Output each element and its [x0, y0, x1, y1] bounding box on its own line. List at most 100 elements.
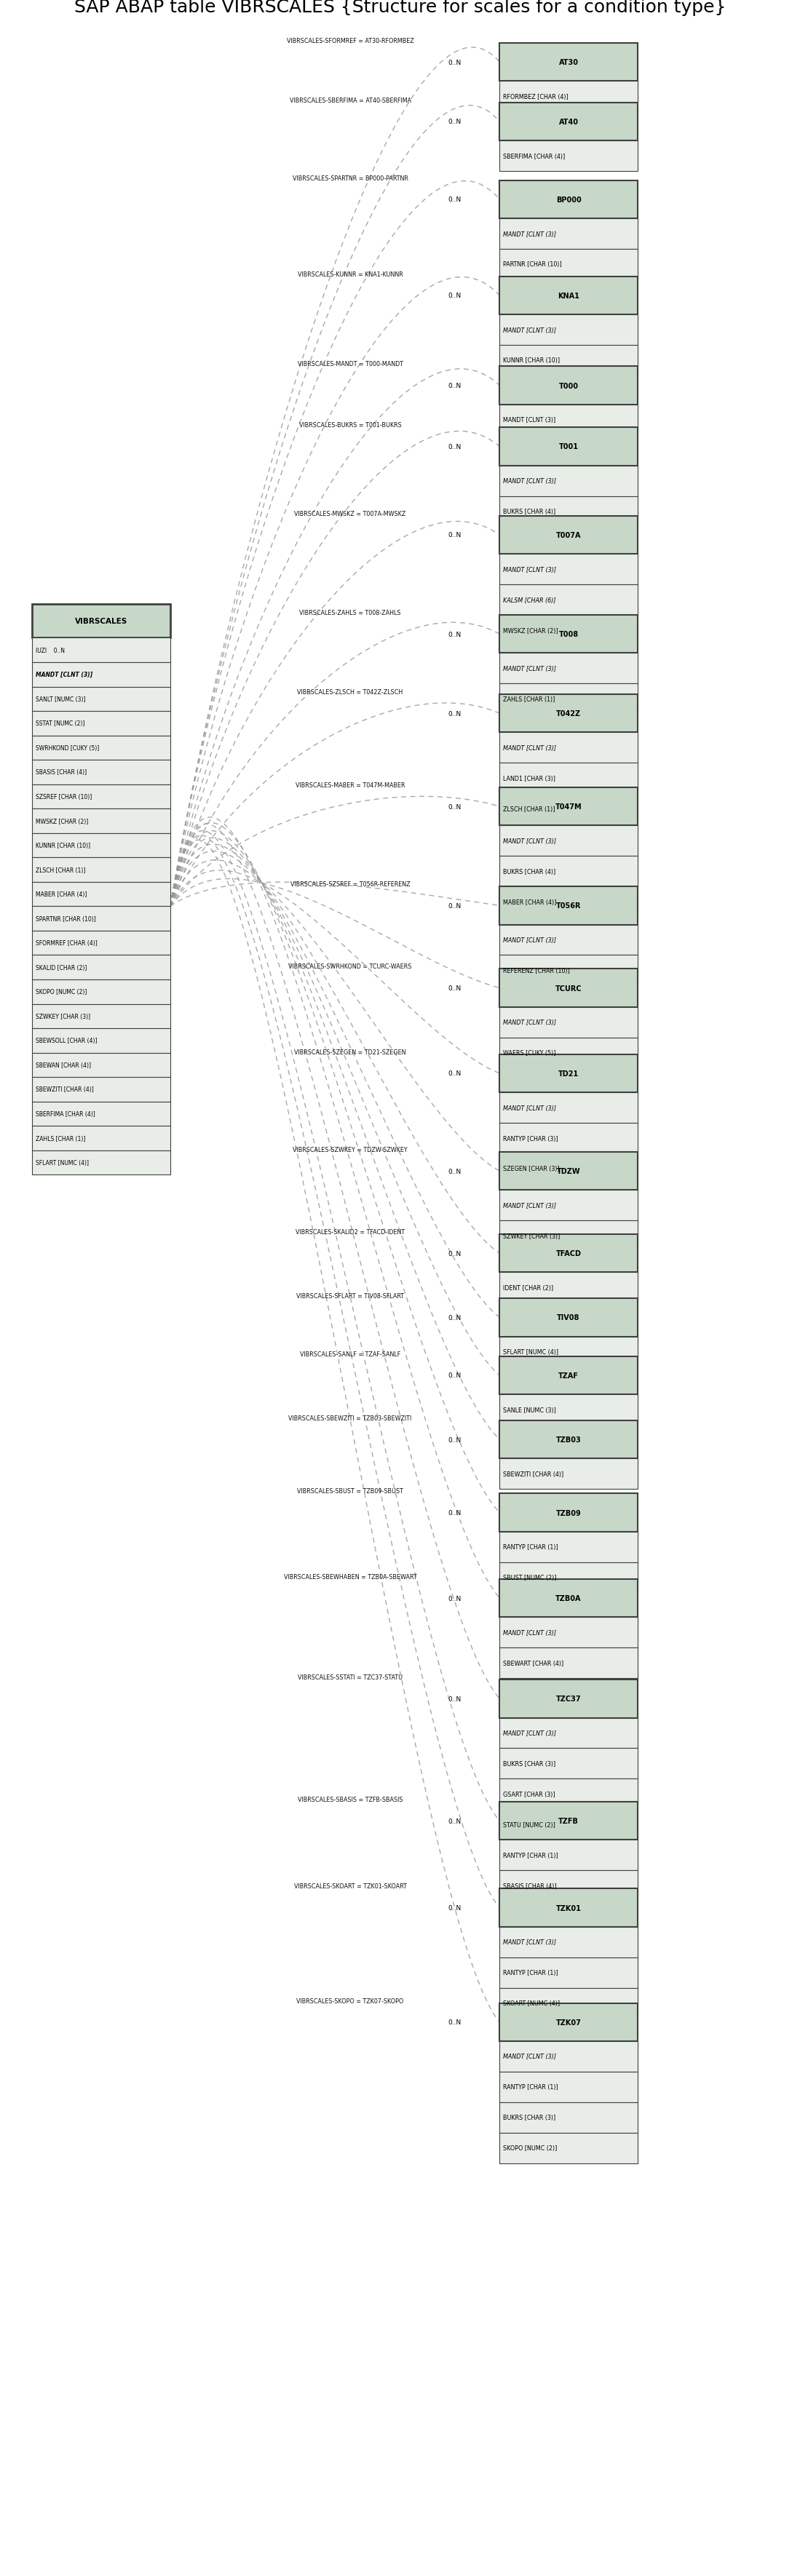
Text: PARTNR [CHAR (10)]: PARTNR [CHAR (10)]	[502, 263, 562, 268]
Bar	[499, 1234, 638, 1273]
Text: SZSREF [CHAR (10)]: SZSREF [CHAR (10)]	[35, 793, 91, 801]
Text: MANDT [CLNT (3)]: MANDT [CLNT (3)]	[502, 479, 556, 484]
Text: RANTYP [CHAR (3)]: RANTYP [CHAR (3)]	[502, 1136, 558, 1141]
Text: VIBRSCALES-SBASIS = TZFB-SBASIS: VIBRSCALES-SBASIS = TZFB-SBASIS	[298, 1795, 402, 1803]
Text: SZWKEY [CHAR (3)]: SZWKEY [CHAR (3)]	[35, 1012, 90, 1020]
Text: ZAHLS [CHAR (1)]: ZAHLS [CHAR (1)]	[35, 1136, 85, 1141]
Text: SBEWART [CHAR (4)]: SBEWART [CHAR (4)]	[502, 1659, 563, 1667]
Text: KNA1: KNA1	[558, 291, 579, 299]
Bar	[499, 1718, 638, 1749]
Text: SFORMREF [CHAR (4)]: SFORMREF [CHAR (4)]	[35, 940, 97, 945]
Text: LAND1 [CHAR (3)]: LAND1 [CHAR (3)]	[502, 775, 555, 783]
Bar	[499, 250, 638, 281]
Text: REFERENZ [CHAR (10)]: REFERENZ [CHAR (10)]	[502, 969, 570, 974]
Bar	[499, 1092, 638, 1123]
Text: VIBRSCALES-KUNNR = KNA1-KUNNR: VIBRSCALES-KUNNR = KNA1-KUNNR	[298, 270, 403, 278]
Text: 0..N: 0..N	[448, 1695, 462, 1703]
Text: TIV08: TIV08	[557, 1314, 580, 1321]
Bar	[499, 793, 638, 824]
Text: SZWKEY [CHAR (3)]: SZWKEY [CHAR (3)]	[502, 1234, 560, 1239]
Text: 0..N: 0..N	[448, 804, 462, 809]
Text: IUZI    0..N: IUZI 0..N	[35, 647, 65, 654]
Text: MANDT [CLNT (3)]: MANDT [CLNT (3)]	[35, 672, 92, 677]
Text: SBEWAN [CHAR (4)]: SBEWAN [CHAR (4)]	[35, 1061, 90, 1069]
Text: RANTYP [CHAR (1)]: RANTYP [CHAR (1)]	[502, 1543, 558, 1551]
Bar	[499, 956, 638, 987]
Text: TZK07: TZK07	[556, 2020, 582, 2025]
Bar	[499, 1808, 638, 1839]
Text: SANLT [NUMC (3)]: SANLT [NUMC (3)]	[35, 696, 85, 703]
Bar	[499, 1038, 638, 1069]
Text: VIBRSCALES-BUKRS = T001-BUKRS: VIBRSCALES-BUKRS = T001-BUKRS	[299, 422, 402, 428]
Bar	[499, 1564, 638, 1592]
Text: TD21: TD21	[558, 1069, 579, 1077]
Text: MANDT [CLNT (3)]: MANDT [CLNT (3)]	[502, 1203, 556, 1208]
Text: TZC37: TZC37	[556, 1695, 581, 1703]
Bar	[32, 809, 170, 835]
Text: T008: T008	[558, 631, 578, 639]
Text: ZLSCH [CHAR (1)]: ZLSCH [CHAR (1)]	[502, 806, 554, 811]
Text: 0..N: 0..N	[448, 1167, 462, 1175]
Text: MANDT [CLNT (3)]: MANDT [CLNT (3)]	[502, 417, 555, 422]
Bar	[32, 979, 170, 1005]
Text: T000: T000	[558, 381, 578, 389]
Bar	[32, 786, 170, 809]
Bar	[499, 886, 638, 925]
Text: 0..N: 0..N	[448, 384, 462, 389]
Text: 0..N: 0..N	[448, 118, 462, 126]
Text: 0..N: 0..N	[448, 984, 462, 992]
Bar	[499, 1273, 638, 1303]
Text: TZK01: TZK01	[556, 1904, 582, 1911]
Bar	[32, 605, 170, 639]
Bar	[499, 1579, 638, 1618]
Bar	[499, 219, 638, 250]
Bar	[32, 1151, 170, 1175]
Text: MANDT [CLNT (3)]: MANDT [CLNT (3)]	[502, 665, 556, 672]
Bar	[499, 1533, 638, 1564]
Text: TFACD: TFACD	[556, 1249, 582, 1257]
Bar	[499, 827, 638, 855]
Text: T047M: T047M	[555, 804, 582, 811]
Text: SBASIS [CHAR (4)]: SBASIS [CHAR (4)]	[35, 770, 86, 775]
Bar	[32, 639, 170, 662]
Text: 0..N: 0..N	[448, 1595, 462, 1602]
Text: SZEGEN [CHAR (3)]: SZEGEN [CHAR (3)]	[502, 1167, 559, 1172]
Text: 0..N: 0..N	[448, 294, 462, 299]
Bar	[32, 956, 170, 979]
Text: MANDT [CLNT (3)]: MANDT [CLNT (3)]	[502, 744, 556, 752]
Bar	[499, 855, 638, 886]
Text: 0..N: 0..N	[448, 1314, 462, 1321]
Text: TZB0A: TZB0A	[556, 1595, 582, 1602]
Bar	[499, 1190, 638, 1221]
Text: GSART [CHAR (3)]: GSART [CHAR (3)]	[502, 1790, 554, 1798]
Text: MWSKZ [CHAR (2)]: MWSKZ [CHAR (2)]	[35, 819, 88, 824]
Bar	[32, 930, 170, 956]
Bar	[499, 1123, 638, 1154]
Text: MANDT [CLNT (3)]: MANDT [CLNT (3)]	[502, 327, 556, 335]
Bar	[32, 835, 170, 858]
Text: T001: T001	[558, 443, 578, 451]
Text: T056R: T056R	[556, 902, 581, 909]
Bar	[499, 1839, 638, 1870]
Bar	[499, 404, 638, 435]
Text: TZAF: TZAF	[558, 1373, 578, 1378]
Text: RANTYP [CHAR (1)]: RANTYP [CHAR (1)]	[502, 1971, 558, 1976]
Bar	[499, 762, 638, 793]
Bar	[32, 1103, 170, 1126]
Bar	[499, 1221, 638, 1252]
Bar	[499, 2040, 638, 2071]
Text: VIBRSCALES-MWSKZ = T007A-MWSKZ: VIBRSCALES-MWSKZ = T007A-MWSKZ	[294, 510, 406, 518]
Bar	[499, 428, 638, 466]
Text: SBERFIMA [CHAR (4)]: SBERFIMA [CHAR (4)]	[502, 152, 565, 160]
Text: MANDT [CLNT (3)]: MANDT [CLNT (3)]	[502, 232, 556, 237]
Bar	[499, 2102, 638, 2133]
Text: ZLSCH [CHAR (1)]: ZLSCH [CHAR (1)]	[35, 868, 85, 873]
Bar	[499, 1154, 638, 1185]
Bar	[32, 662, 170, 688]
Bar	[32, 711, 170, 737]
Text: IDENT [CHAR (2)]: IDENT [CHAR (2)]	[502, 1285, 553, 1291]
Bar	[499, 554, 638, 585]
Text: TCURC: TCURC	[555, 984, 582, 992]
Text: MANDT [CLNT (3)]: MANDT [CLNT (3)]	[502, 1940, 556, 1945]
Bar	[499, 1337, 638, 1368]
